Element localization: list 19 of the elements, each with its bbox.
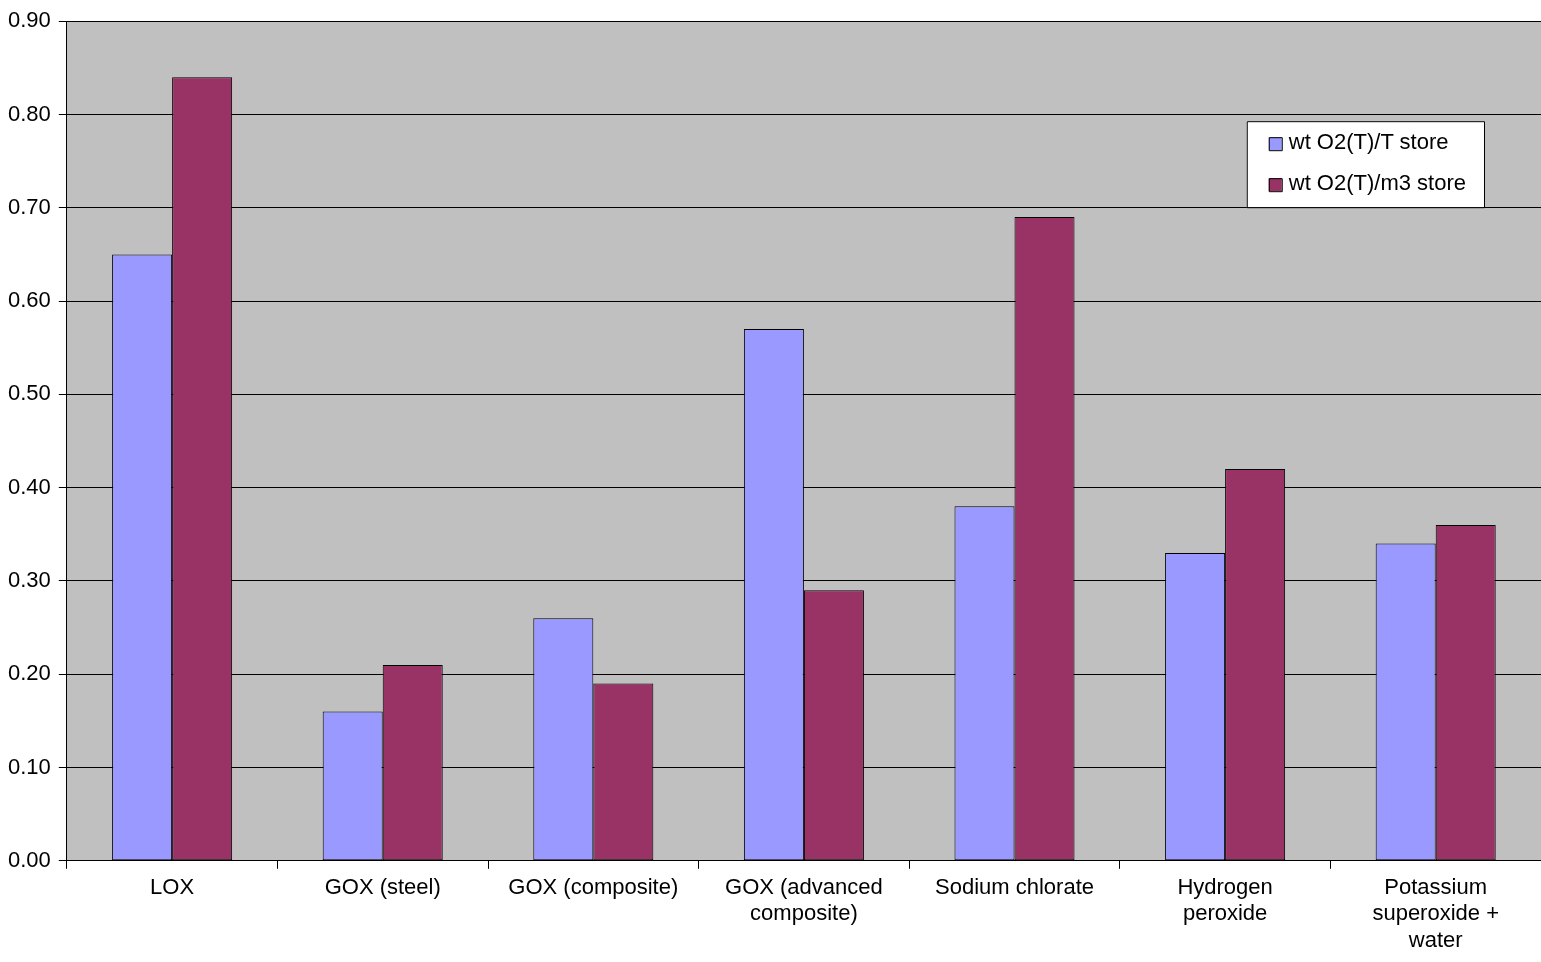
x-tick-label: GOX (advanced composite) <box>725 874 883 926</box>
x-tick-label: Potassium superoxide + water <box>1372 874 1499 952</box>
x-tick-label: GOX (composite) <box>508 874 679 900</box>
y-tick-label: 0.50 <box>7 380 51 406</box>
y-tick-label: 0.00 <box>7 846 51 872</box>
legend-label: wt O2(T)/m3 store <box>1287 170 1466 196</box>
y-tick-label: 0.40 <box>7 473 51 499</box>
x-tick-label: Hydrogen peroxide <box>1177 874 1273 926</box>
y-tick-label: 0.90 <box>7 7 51 33</box>
y-tick-label: 0.80 <box>7 100 51 126</box>
x-tick-label: GOX (steel) <box>324 874 441 900</box>
x-tick-label: Sodium chlorate <box>935 874 1094 900</box>
x-tick-label: LOX <box>150 874 195 900</box>
y-tick-label: 0.20 <box>7 660 51 686</box>
y-tick-label: 0.30 <box>7 567 51 592</box>
legend-label: wt O2(T)/T store <box>1287 129 1449 155</box>
y-tick-label: 0.60 <box>7 287 51 313</box>
y-tick-label: 0.70 <box>7 193 51 219</box>
y-tick-label: 0.10 <box>7 753 51 779</box>
